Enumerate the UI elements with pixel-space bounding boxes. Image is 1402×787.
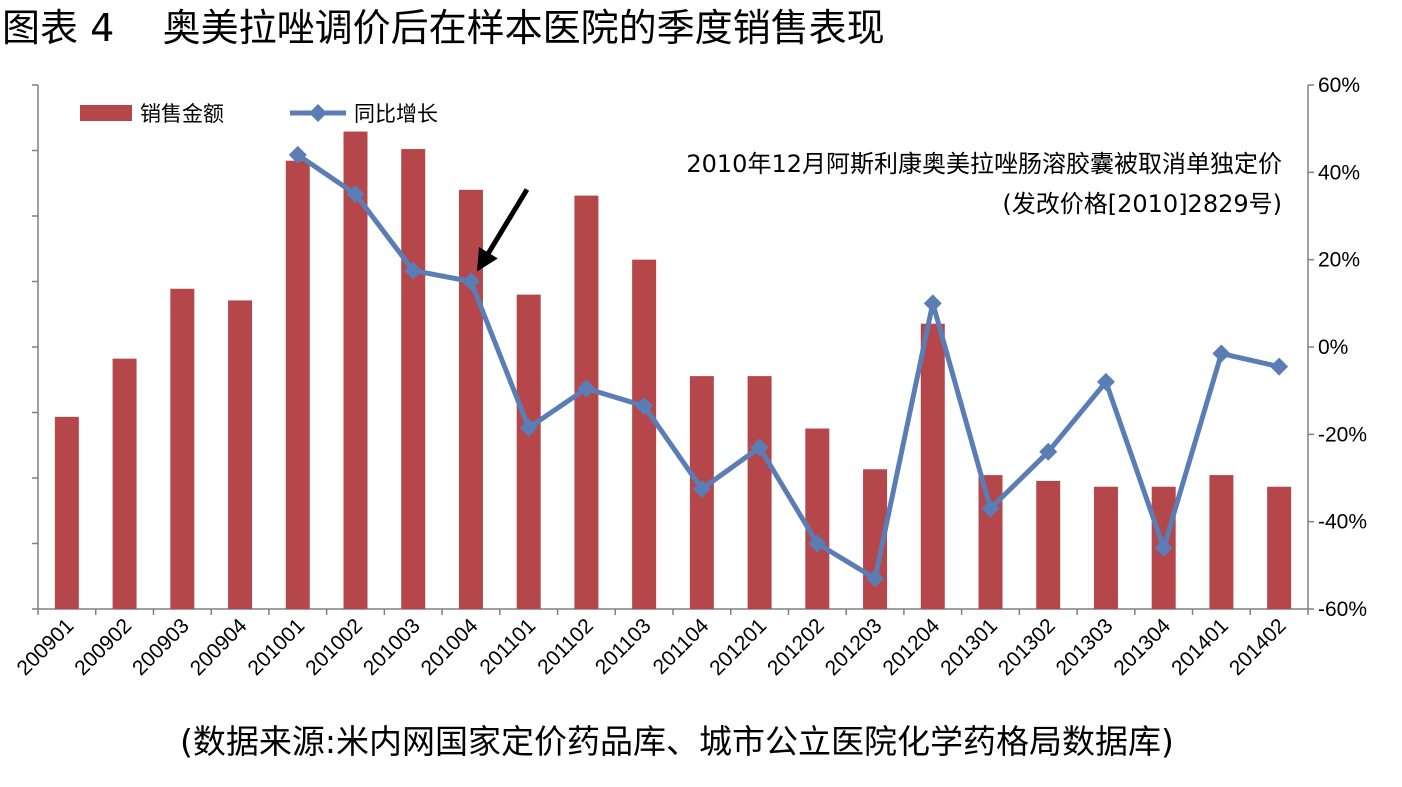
- x-tick-label-201301: 201301: [936, 614, 1002, 680]
- bar-201303: [1093, 486, 1118, 609]
- bar-201002: [343, 131, 368, 610]
- x-tick-label-201103: 201103: [591, 614, 656, 679]
- x-tick-label-201401: 201401: [1167, 614, 1233, 680]
- bar-series: [54, 131, 1292, 610]
- bar-200902: [112, 358, 137, 609]
- x-tick-label-200902: 200902: [70, 614, 136, 680]
- point-201104: [692, 479, 711, 498]
- bar-201102: [574, 195, 599, 609]
- y-right-tick-label: 20%: [1318, 249, 1360, 272]
- growth-line: [296, 152, 1280, 581]
- point-201402: [1270, 357, 1289, 376]
- x-tick-label-201002: 201002: [301, 614, 367, 680]
- point-201202: [808, 534, 827, 553]
- point-201303: [1096, 372, 1115, 391]
- legend-marker-growth: [309, 104, 327, 122]
- point-201203: [866, 569, 885, 588]
- point-201102: [577, 379, 596, 398]
- x-tick-label-200904: 200904: [186, 614, 252, 680]
- point-201302: [1039, 442, 1058, 461]
- point-201401: [1212, 344, 1231, 363]
- annotation-line-1: 2010年12月阿斯利康奥美拉唑肠溶胶囊被取消单独定价: [686, 150, 1282, 178]
- bar-201003: [401, 149, 426, 610]
- bar-201301: [978, 475, 1003, 609]
- annotation: 2010年12月阿斯利康奥美拉唑肠溶胶囊被取消单独定价 (发改价格[2010]28…: [476, 150, 1282, 272]
- point-201103: [635, 396, 654, 415]
- point-201001: [288, 145, 307, 164]
- bar-201201: [747, 376, 772, 609]
- legend-swatch-sales: [80, 105, 132, 121]
- bar-201101: [516, 294, 541, 609]
- x-tick-label-201104: 201104: [649, 614, 714, 679]
- legend-label-sales: 销售金额: [140, 102, 224, 126]
- x-tick-label-200901: 200901: [13, 614, 79, 680]
- y-right-tick-label: -60%: [1318, 598, 1367, 621]
- bar-201103: [632, 259, 657, 609]
- point-201201: [750, 438, 769, 457]
- x-tick-label-200903: 200903: [128, 614, 194, 680]
- bar-200901: [54, 416, 79, 609]
- x-tick-label-201004: 201004: [417, 614, 483, 680]
- bar-201302: [1036, 480, 1061, 609]
- point-201304: [1154, 538, 1173, 557]
- y-right-tick-labels: 60% 40% 20% 0% -20% -40% -60%: [1318, 74, 1367, 621]
- point-201301: [981, 499, 1000, 518]
- source-note: (数据来源:米内网国家定价药品库、城市公立医院化学药格局数据库): [180, 722, 1174, 761]
- bar-200903: [170, 288, 195, 609]
- point-201002: [346, 185, 365, 204]
- bar-201204: [920, 323, 945, 609]
- legend: 销售金额 同比增长: [80, 102, 438, 126]
- bar-201202: [805, 428, 830, 609]
- x-tick-label-201304: 201304: [1109, 614, 1175, 680]
- bar-200904: [228, 300, 253, 609]
- x-tick-label-201402: 201402: [1225, 614, 1291, 680]
- point-201101: [519, 418, 538, 437]
- x-tick-label-201303: 201303: [1052, 614, 1118, 680]
- y-right-tick-label: 0%: [1318, 336, 1348, 359]
- y-right-tick-label: -40%: [1318, 511, 1367, 534]
- annotation-line-2: (发改价格[2010]2829号): [1002, 190, 1282, 218]
- y-right-tick-label: -20%: [1318, 423, 1367, 446]
- y-right-tick-label: 40%: [1318, 161, 1360, 184]
- legend-label-growth: 同比增长: [354, 102, 438, 126]
- x-tick-label-201101: 201101: [475, 614, 540, 679]
- bar-201001: [285, 160, 310, 609]
- x-tick-label-201203: 201203: [821, 614, 887, 680]
- x-tick-label-201201: 201201: [705, 614, 771, 680]
- x-tick-label-201102: 201102: [533, 614, 598, 679]
- annotation-arrow-shaft: [484, 188, 530, 257]
- point-201003: [404, 261, 423, 280]
- x-tick-label-201003: 201003: [359, 614, 425, 680]
- x-tick-label-201202: 201202: [763, 614, 829, 680]
- point-201004: [461, 272, 480, 291]
- x-tick-label-201001: 201001: [243, 614, 309, 680]
- x-tick-label-201204: 201204: [878, 614, 944, 680]
- x-tick-labels: 2009012009022009032009042010012010022010…: [13, 614, 1291, 680]
- annotation-arrow-head: [476, 246, 498, 272]
- y-right-tick-label: 60%: [1318, 74, 1360, 97]
- x-tick-label-201302: 201302: [994, 614, 1060, 680]
- bar-201401: [1209, 475, 1234, 609]
- point-201204: [923, 294, 942, 313]
- figure-title: 图表 4 奥美拉唑调价后在样本医院的季度销售表现: [2, 6, 885, 50]
- line-series: [288, 145, 1289, 588]
- bar-201402: [1267, 486, 1292, 609]
